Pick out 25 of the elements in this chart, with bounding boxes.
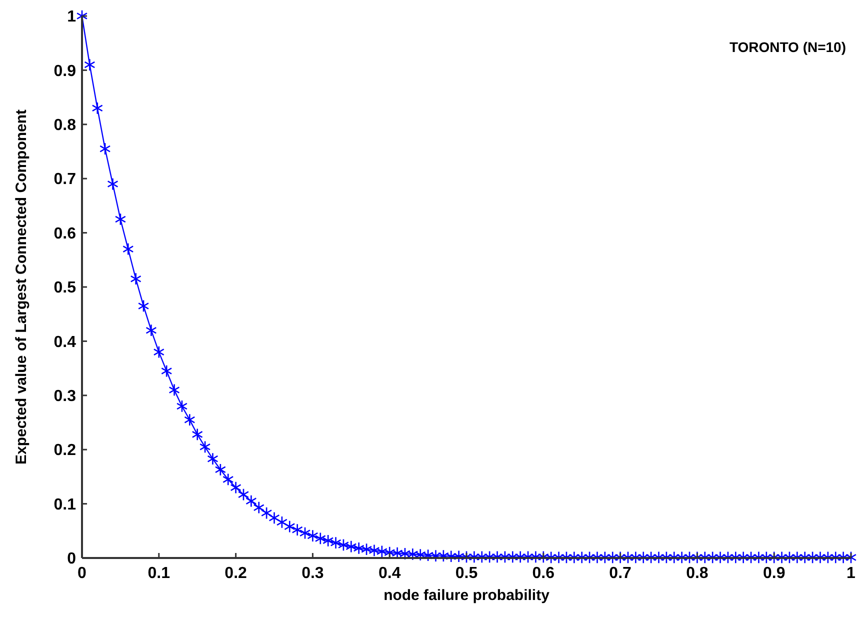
x-tick-label: 0.3 <box>302 565 324 582</box>
y-tick-label: 0.4 <box>54 334 76 351</box>
y-tick-label: 1 <box>67 8 76 26</box>
y-tick-label: 0.5 <box>54 280 76 297</box>
y-tick-label: 0.2 <box>54 442 76 460</box>
x-tick-label: 0.4 <box>378 565 401 582</box>
x-tick-label: 0.8 <box>686 565 708 582</box>
y-tick-label: 0.6 <box>54 225 76 242</box>
x-tick-label: 0.5 <box>455 565 478 582</box>
x-tick-label: 0.7 <box>609 565 632 582</box>
x-tick-label: 0 <box>78 565 87 582</box>
x-tick-label: 0.9 <box>762 565 786 582</box>
x-tick-label: 0.2 <box>224 565 248 582</box>
x-axis-title: node failure probability <box>384 587 550 604</box>
y-tick-label: 0.7 <box>54 171 76 188</box>
y-tick-label: 0.9 <box>54 62 76 80</box>
annotation: TORONTO (N=10) <box>729 39 846 55</box>
y-tick-label: 0.3 <box>54 388 76 405</box>
x-tick-label: 1 <box>846 565 856 582</box>
y-tick-label: 0 <box>67 550 76 568</box>
y-axis-title: Expected value of Largest Connected Component <box>13 109 30 465</box>
x-tick-label: 0.6 <box>532 565 555 582</box>
y-tick-label: 0.1 <box>54 496 76 514</box>
y-tick-label: 0.8 <box>54 117 76 134</box>
x-tick-label: 0.1 <box>148 565 170 582</box>
